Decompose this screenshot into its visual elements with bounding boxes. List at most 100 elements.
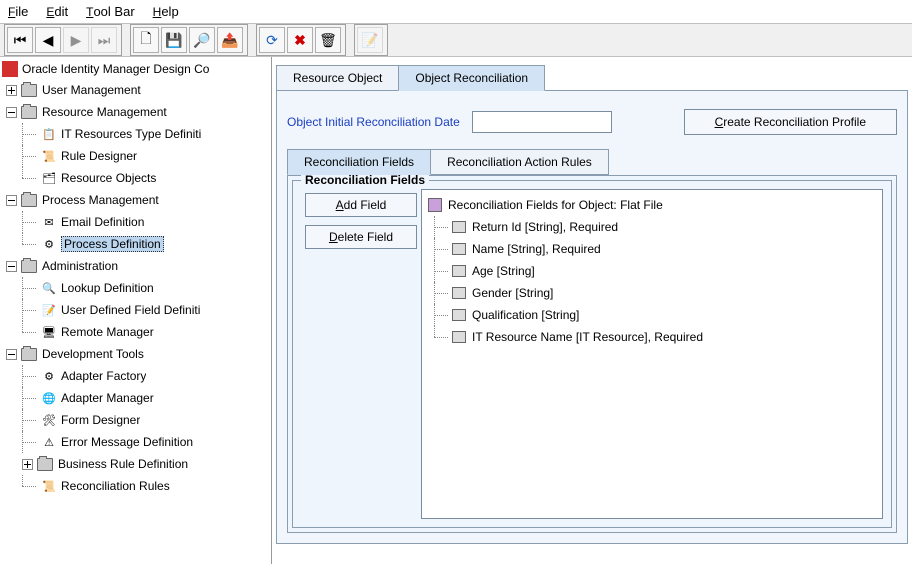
tree-root-label: Oracle Identity Manager Design Co (22, 62, 209, 76)
new-button[interactable]: 🗋 (133, 27, 159, 53)
tree-node-recon-rules[interactable]: 📜 Reconciliation Rules (22, 475, 271, 497)
recon-date-input[interactable] (472, 111, 612, 133)
recon-field-item[interactable]: Name [String], Required (428, 238, 876, 260)
toolbar: ⏮ ◀ ▶ ⏭ 🗋 💾 🔎 📤 ⟳ ✖ 🗑 📝 (0, 23, 912, 57)
form-icon: 📋 (42, 127, 56, 141)
trash-button[interactable]: 🗑 (315, 27, 341, 53)
add-field-button[interactable]: Add Field (305, 193, 417, 217)
first-record-button[interactable]: ⏮ (7, 27, 33, 53)
last-record-button[interactable]: ⏭ (91, 27, 117, 53)
rules-icon: 📜 (42, 149, 56, 163)
collapse-icon[interactable] (6, 195, 17, 206)
recon-field-item[interactable]: IT Resource Name [IT Resource], Required (428, 326, 876, 348)
refresh-button[interactable]: ⟳ (259, 27, 285, 53)
node-label: Process Management (42, 193, 159, 207)
warning-icon: ⚠ (42, 435, 56, 449)
tree-node-resource-objects[interactable]: 🗂 Resource Objects (22, 167, 271, 189)
tree-node-business-rule-def[interactable]: Business Rule Definition (22, 453, 271, 475)
tab-object-reconciliation[interactable]: Object Reconciliation (398, 65, 545, 91)
folder-icon (452, 265, 466, 277)
fieldset-legend: Reconciliation Fields (301, 173, 429, 187)
tree-connector (22, 431, 42, 453)
open-button[interactable]: 📤 (217, 27, 243, 53)
node-label: Email Definition (61, 215, 144, 229)
recon-field-item[interactable]: Gender [String] (428, 282, 876, 304)
tree-node-user-mgmt[interactable]: User Management (6, 79, 271, 101)
tree-node-rule-designer[interactable]: 📜 Rule Designer (22, 145, 271, 167)
create-recon-profile-button[interactable]: Create Reconciliation Profile (684, 109, 897, 135)
tree-node-process-def[interactable]: ⚙ Process Definition (22, 233, 271, 255)
notes-button[interactable]: 📝 (357, 27, 383, 53)
tree-node-error-msg-def[interactable]: ⚠ Error Message Definition (22, 431, 271, 453)
recon-field-item[interactable]: Age [String] (428, 260, 876, 282)
tree-connector (22, 299, 42, 321)
node-label: Resource Objects (61, 171, 156, 185)
sub-tabs: Reconciliation Fields Reconciliation Act… (287, 149, 897, 175)
search-icon: 🔍 (42, 281, 56, 295)
expand-icon[interactable] (6, 85, 17, 96)
file-group: 🗋 💾 🔎 📤 (130, 24, 248, 56)
tree-node-adapter-factory[interactable]: ⚙ Adapter Factory (22, 365, 271, 387)
folder-icon (452, 221, 466, 233)
recon-fields-header[interactable]: Reconciliation Fields for Object: Flat F… (428, 194, 876, 216)
next-record-button[interactable]: ▶ (63, 27, 89, 53)
recon-fields-tree: Reconciliation Fields for Object: Flat F… (421, 189, 883, 519)
delete-field-button[interactable]: Delete Field (305, 225, 417, 249)
recon-field-item[interactable]: Qualification [String] (428, 304, 876, 326)
tree-connector (22, 321, 42, 343)
node-label: Error Message Definition (61, 435, 193, 449)
tree-connector (428, 282, 452, 304)
tree-connector (428, 238, 452, 260)
process-icon: ⚙ (42, 237, 56, 251)
node-label: Adapter Factory (61, 369, 146, 383)
menu-file[interactable]: File (8, 4, 28, 19)
tree-node-lookup-def[interactable]: 🔍 Lookup Definition (22, 277, 271, 299)
email-icon: ✉ (42, 215, 56, 229)
field-icon: 📝 (42, 303, 56, 317)
node-label: Rule Designer (61, 149, 137, 163)
fieldset-buttons: Add Field Delete Field (301, 189, 421, 519)
find-button[interactable]: 🔎 (189, 27, 215, 53)
content-panel: Resource Object Object Reconciliation Ob… (272, 57, 912, 564)
node-label: Adapter Manager (61, 391, 154, 405)
folder-icon (452, 243, 466, 255)
menu-toolbar[interactable]: Tool Bar (86, 4, 135, 19)
menu-edit[interactable]: Edit (46, 4, 68, 19)
tree-root[interactable]: Oracle Identity Manager Design Co (0, 59, 271, 79)
node-label: Development Tools (42, 347, 144, 361)
recon-field-item[interactable]: Return Id [String], Required (428, 216, 876, 238)
recon-field-label: Return Id [String], Required (472, 220, 618, 234)
tree-node-process-mgmt[interactable]: Process Management (6, 189, 271, 211)
collapse-icon[interactable] (6, 349, 17, 360)
save-button[interactable]: 💾 (161, 27, 187, 53)
tree-connector (22, 475, 42, 497)
tree-connector (22, 211, 42, 233)
recon-fields-fieldset: Reconciliation Fields Add Field Delete F… (292, 180, 892, 528)
tab-recon-action-rules[interactable]: Reconciliation Action Rules (430, 149, 609, 175)
tree-node-it-res-type[interactable]: 📋 IT Resources Type Definiti (22, 123, 271, 145)
tree-node-udf-def[interactable]: 📝 User Defined Field Definiti (22, 299, 271, 321)
folder-icon (21, 194, 37, 207)
expand-icon[interactable] (22, 459, 33, 470)
recon-fields-panel: Reconciliation Fields Add Field Delete F… (287, 175, 897, 533)
tree-node-dev-tools[interactable]: Development Tools (6, 343, 271, 365)
main-area: Oracle Identity Manager Design Co User M… (0, 57, 912, 564)
tree-node-administration[interactable]: Administration (6, 255, 271, 277)
menu-help[interactable]: Help (153, 4, 179, 19)
tree-node-form-designer[interactable]: 🛠 Form Designer (22, 409, 271, 431)
delete-button[interactable]: ✖ (287, 27, 313, 53)
collapse-icon[interactable] (6, 107, 17, 118)
collapse-icon[interactable] (6, 261, 17, 272)
tab-recon-fields[interactable]: Reconciliation Fields (287, 149, 431, 175)
prev-record-button[interactable]: ◀ (35, 27, 61, 53)
tab-resource-object[interactable]: Resource Object (276, 65, 399, 91)
tree-node-resource-mgmt[interactable]: Resource Management (6, 101, 271, 123)
tree-node-remote-mgr[interactable]: 🖥 Remote Manager (22, 321, 271, 343)
tree-node-adapter-manager[interactable]: 🌐 Adapter Manager (22, 387, 271, 409)
recon-field-label: IT Resource Name [IT Resource], Required (472, 330, 703, 344)
oracle-icon (2, 61, 18, 77)
rules-icon: 📜 (42, 479, 56, 493)
tree-node-email-def[interactable]: ✉ Email Definition (22, 211, 271, 233)
node-label: Resource Management (42, 105, 167, 119)
computer-icon: 🖥 (42, 325, 56, 339)
